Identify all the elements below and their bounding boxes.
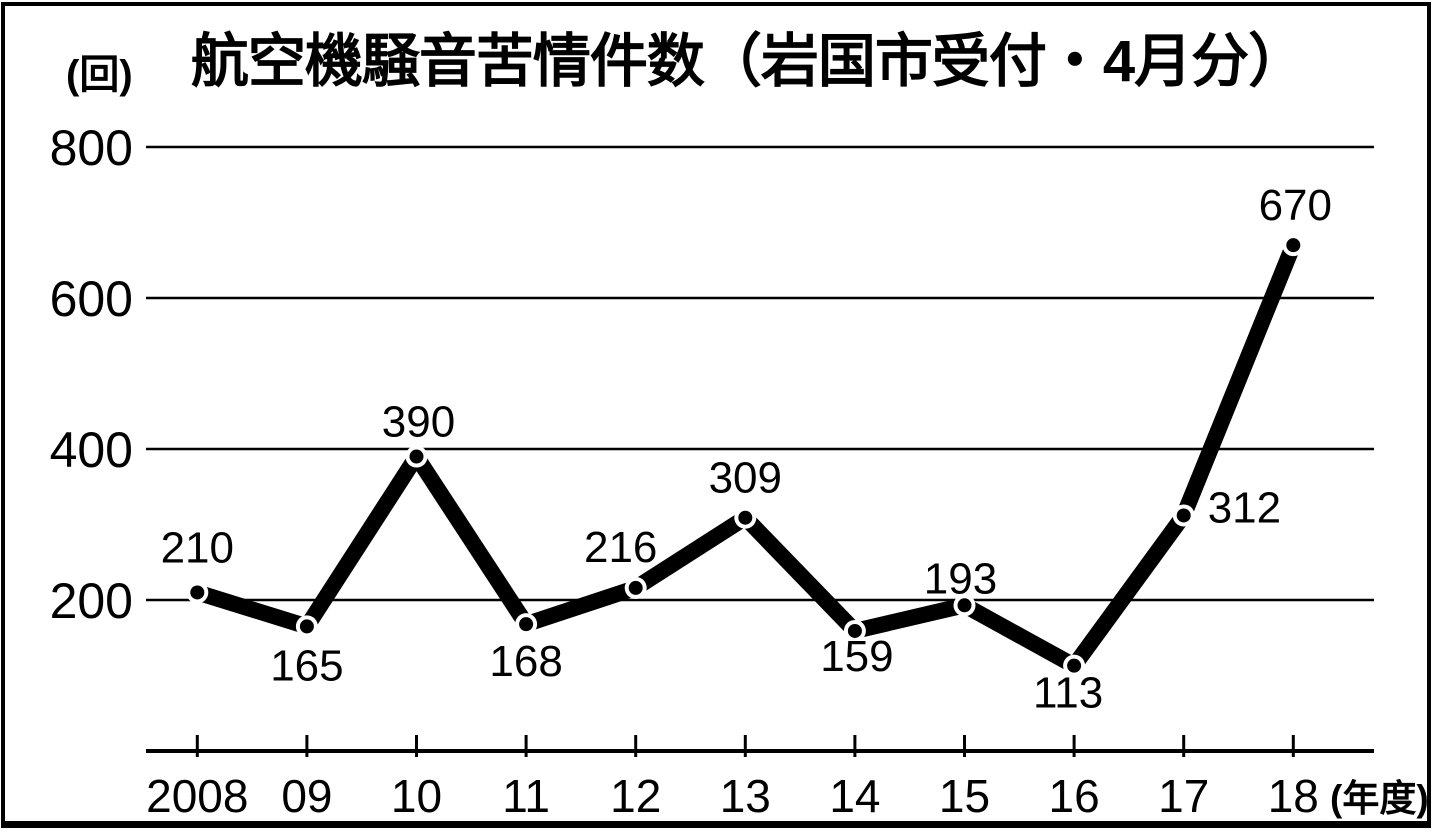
data-point xyxy=(847,623,862,638)
x-tick-label: 16 xyxy=(1049,770,1100,822)
y-tick-label: 600 xyxy=(50,271,133,327)
data-point xyxy=(190,585,205,600)
x-tick-label: 12 xyxy=(610,770,661,822)
data-point-label: 193 xyxy=(924,554,997,603)
data-point xyxy=(409,449,424,464)
data-point-label: 309 xyxy=(709,454,782,503)
y-tick-label: 200 xyxy=(50,573,133,629)
x-tick-label: 2008 xyxy=(146,770,248,822)
y-tick-label: 800 xyxy=(50,120,133,176)
x-axis-suffix-label: (年度) xyxy=(1330,778,1429,819)
y-tick-label: 400 xyxy=(50,422,133,478)
x-tick-label: 18 xyxy=(1268,770,1319,822)
x-tick-label: 09 xyxy=(281,770,332,822)
data-point xyxy=(628,580,643,595)
data-point-label: 670 xyxy=(1259,181,1332,230)
data-point-label: 210 xyxy=(161,523,234,572)
x-tick-label: 10 xyxy=(391,770,442,822)
x-tick-label: 17 xyxy=(1158,770,1209,822)
data-point-label: 312 xyxy=(1208,483,1281,532)
data-point xyxy=(738,510,753,525)
x-tick-label: 11 xyxy=(502,770,550,822)
x-tick-label: 13 xyxy=(720,770,771,822)
data-point-label: 168 xyxy=(489,637,562,686)
data-point-label: 216 xyxy=(584,523,657,572)
data-point xyxy=(299,619,314,634)
data-point xyxy=(1067,658,1082,673)
data-point xyxy=(1286,238,1301,253)
data-point-label: 390 xyxy=(382,398,455,447)
data-point-label: 113 xyxy=(1033,669,1103,718)
data-point xyxy=(957,598,972,613)
data-point xyxy=(1176,508,1191,523)
x-tick-label: 15 xyxy=(939,770,990,822)
data-point-label: 159 xyxy=(820,632,893,681)
data-point xyxy=(519,617,534,632)
data-point-label: 165 xyxy=(270,641,343,690)
x-tick-label: 14 xyxy=(829,770,880,822)
chart-title: 航空機騒音苦情件数（岩国市受付・4月分） xyxy=(190,29,1306,94)
y-axis-unit-label: (回) xyxy=(66,53,133,97)
